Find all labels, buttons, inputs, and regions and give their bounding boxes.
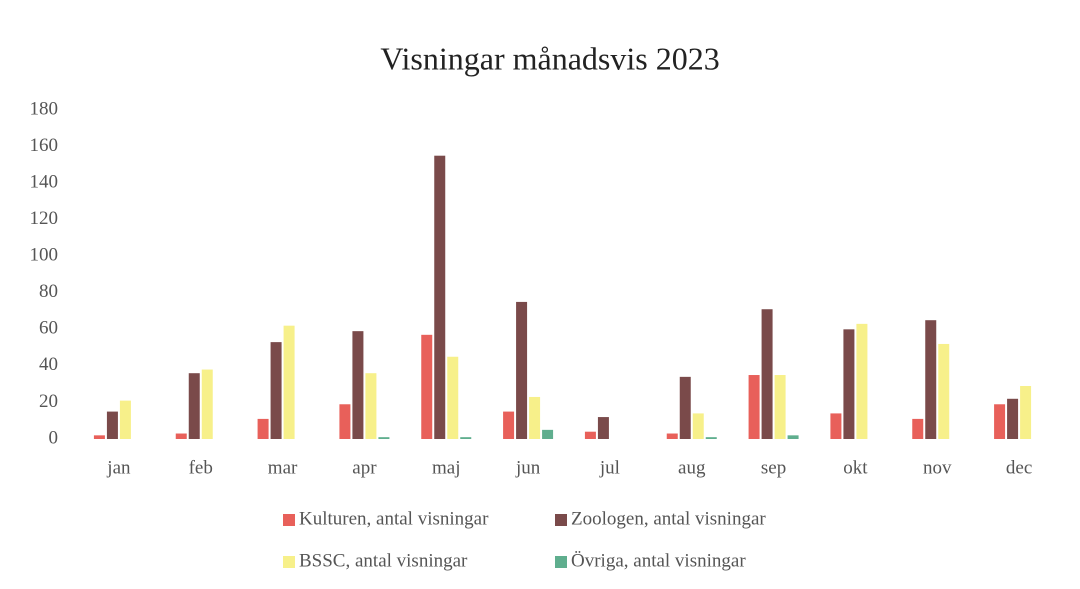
bar — [378, 437, 390, 439]
bar — [352, 331, 364, 439]
bar — [748, 375, 760, 439]
bar — [843, 329, 855, 439]
legend-swatch — [283, 556, 295, 568]
x-tick-label: jan — [106, 457, 131, 478]
bar — [666, 433, 678, 439]
legend-label: Övriga, antal visningar — [571, 550, 746, 571]
x-tick-label: jul — [599, 457, 620, 478]
x-tick-label: maj — [432, 457, 461, 478]
y-tick-label: 120 — [30, 208, 59, 229]
y-tick-label: 160 — [30, 135, 59, 156]
x-tick-label: dec — [1006, 457, 1032, 478]
y-tick-label: 60 — [39, 318, 58, 339]
y-tick-label: 20 — [39, 391, 58, 412]
bar — [1020, 385, 1032, 439]
bar — [1007, 398, 1019, 439]
x-tick-label: okt — [843, 457, 868, 478]
y-tick-label: 0 — [49, 427, 59, 448]
x-tick-label: nov — [923, 457, 952, 478]
bar — [447, 356, 459, 439]
y-tick-label: 40 — [39, 354, 58, 375]
bar — [529, 396, 541, 439]
bar — [421, 334, 433, 439]
bar — [503, 411, 515, 439]
bar — [705, 437, 717, 439]
bar — [119, 400, 131, 439]
y-tick-label: 140 — [30, 171, 59, 192]
bar — [597, 417, 609, 439]
chart-title: Visningar månadsvis 2023 — [380, 40, 719, 76]
x-tick-label: feb — [189, 457, 213, 478]
bar — [692, 413, 704, 439]
bar — [106, 411, 118, 439]
bar — [339, 404, 351, 439]
y-tick-label: 180 — [30, 98, 59, 119]
bar — [994, 404, 1006, 439]
bar — [761, 309, 773, 439]
x-tick-label: apr — [352, 457, 377, 478]
x-tick-label: sep — [761, 457, 786, 478]
bar — [460, 437, 472, 439]
legend-swatch — [555, 514, 567, 526]
bar — [434, 155, 446, 439]
y-tick-label: 80 — [39, 281, 58, 302]
bar — [283, 325, 295, 439]
bar — [516, 301, 528, 439]
bar — [365, 373, 377, 439]
bar — [830, 413, 842, 439]
bar — [856, 323, 868, 439]
bar — [679, 376, 691, 439]
bar — [912, 418, 924, 439]
bar — [542, 429, 554, 439]
bar — [774, 375, 786, 439]
bar — [270, 342, 282, 439]
bar — [584, 431, 596, 439]
bar — [93, 435, 105, 439]
legend-swatch — [555, 556, 567, 568]
legend-swatch — [283, 514, 295, 526]
bar — [188, 373, 200, 439]
x-tick-label: jun — [515, 457, 541, 478]
legend-label: Kulturen, antal visningar — [299, 508, 489, 529]
bar — [787, 435, 799, 439]
bar — [925, 320, 937, 439]
legend-label: Zoologen, antal visningar — [571, 508, 766, 529]
bar — [201, 369, 213, 439]
legend-label: BSSC, antal visningar — [299, 550, 468, 571]
x-tick-label: mar — [268, 457, 298, 478]
x-tick-label: aug — [678, 457, 706, 478]
bar — [938, 343, 950, 439]
bar — [175, 433, 187, 439]
y-tick-label: 100 — [30, 245, 59, 266]
bar — [257, 418, 269, 439]
